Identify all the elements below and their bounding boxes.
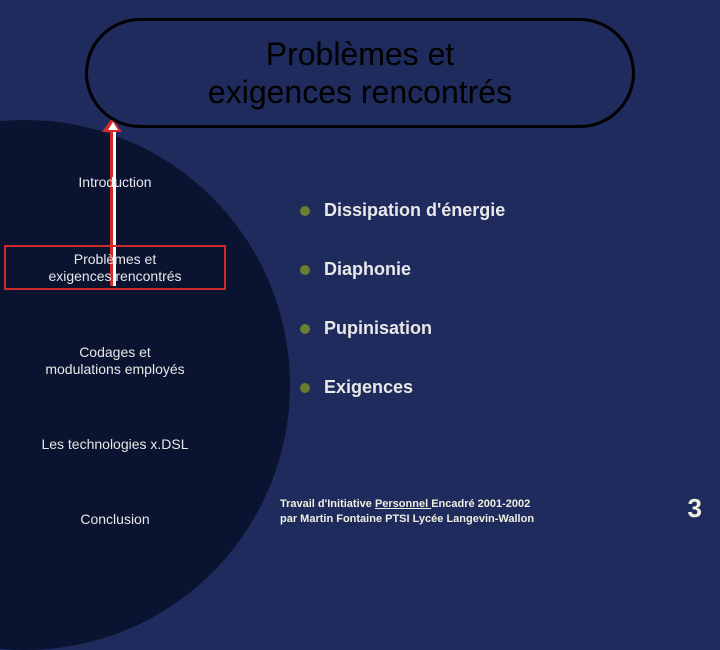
nav-item-xdsl: Les technologies x.DSL [0, 432, 230, 457]
footer-line1c: Encadré 2001-2002 [431, 498, 530, 510]
bullet-item: Dissipation d'énergie [300, 200, 680, 221]
nav-outline: Introduction Problèmes etexigences renco… [0, 170, 230, 582]
footer-line2: par Martin Fontaine PTSI Lycée Langevin-… [280, 513, 534, 525]
nav-item-label: Conclusion [80, 511, 149, 527]
connector-arrowhead-inner [108, 122, 118, 130]
nav-item-codages: Codages etmodulations employés [0, 340, 230, 382]
bullet-dot-icon [300, 324, 310, 334]
bullet-item: Diaphonie [300, 259, 680, 280]
bullet-dot-icon [300, 383, 310, 393]
footer-line1b: Personnel [375, 498, 431, 510]
bullet-item: Exigences [300, 377, 680, 398]
bullet-text: Diaphonie [324, 259, 411, 280]
footer-credits: Travail d'Initiative Personnel Encadré 2… [280, 497, 660, 526]
nav-item-label: Les technologies x.DSL [41, 436, 188, 452]
bullet-list: Dissipation d'énergie Diaphonie Pupinisa… [300, 200, 680, 436]
nav-item-problemes: Problèmes etexigences rencontrés [4, 245, 226, 291]
nav-item-introduction: Introduction [0, 170, 230, 195]
bullet-text: Pupinisation [324, 318, 432, 339]
bullet-text: Dissipation d'énergie [324, 200, 505, 221]
bullet-text: Exigences [324, 377, 413, 398]
nav-item-label: Codages etmodulations employés [45, 344, 184, 377]
nav-item-label: Problèmes etexigences rencontrés [48, 251, 181, 284]
slide-title-text: Problèmes etexigences rencontrés [208, 35, 512, 112]
nav-item-label: Introduction [78, 174, 151, 190]
page-number: 3 [688, 493, 702, 524]
nav-item-conclusion: Conclusion [0, 507, 230, 532]
footer-line1a: Travail d'Initiative [280, 498, 375, 510]
bullet-dot-icon [300, 265, 310, 275]
bullet-item: Pupinisation [300, 318, 680, 339]
bullet-dot-icon [300, 206, 310, 216]
slide-title: Problèmes etexigences rencontrés [85, 18, 635, 128]
